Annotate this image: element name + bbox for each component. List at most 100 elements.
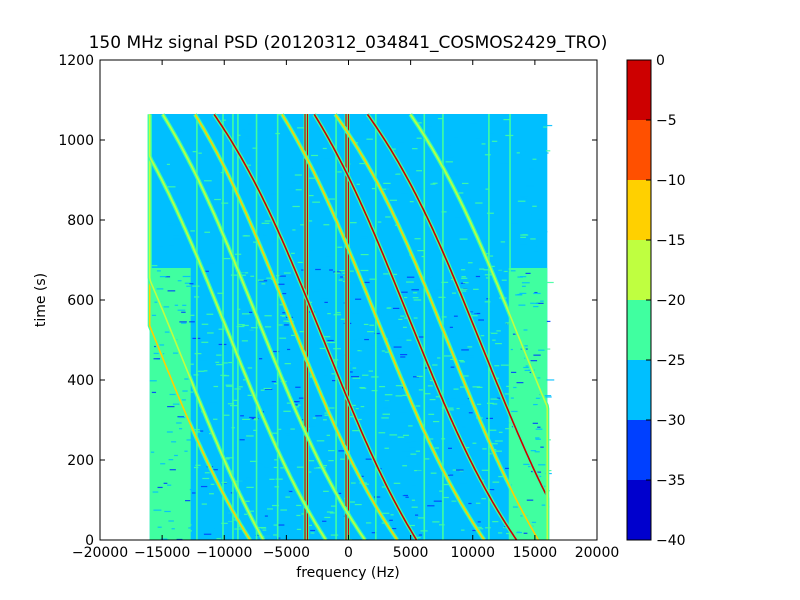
- noise-speckle: [474, 250, 481, 253]
- noise-speckle: [207, 436, 216, 438]
- noise-speckle: [184, 378, 192, 380]
- noise-speckle: [292, 181, 297, 183]
- noise-speckle: [461, 269, 466, 271]
- noise-speckle: [471, 388, 477, 390]
- noise-speckle: [417, 398, 424, 400]
- noise-speckle: [397, 436, 405, 438]
- noise-speckle: [253, 246, 258, 248]
- noise-speckle: [401, 494, 405, 496]
- noise-speckle: [171, 441, 177, 443]
- noise-speckle: [448, 407, 454, 409]
- noise-speckle: [255, 463, 263, 465]
- noise-speckle: [253, 303, 257, 305]
- noise-speckle: [533, 403, 538, 406]
- noise-speckle: [533, 250, 539, 252]
- noise-speckle: [272, 182, 278, 184]
- colorbar-tick-label: −30: [656, 413, 686, 429]
- noise-speckle: [481, 143, 486, 145]
- noise-speckle: [218, 328, 225, 330]
- noise-speckle: [361, 326, 366, 328]
- noise-speckle: [432, 521, 440, 523]
- noise-speckle: [500, 364, 509, 366]
- noise-speckle: [249, 460, 258, 462]
- noise-speckle: [423, 427, 428, 429]
- noise-speckle: [513, 287, 518, 290]
- noise-speckle: [408, 336, 416, 338]
- noise-speckle: [150, 451, 155, 453]
- noise-speckle: [535, 438, 541, 440]
- noise-speckle: [183, 485, 188, 487]
- noise-speckle: [292, 300, 297, 302]
- noise-speckle: [463, 282, 469, 284]
- noise-speckle: [534, 302, 539, 304]
- noise-speckle: [283, 320, 289, 322]
- noise-speckle: [216, 244, 225, 246]
- noise-speckle: [504, 393, 511, 395]
- noise-speckle: [175, 202, 183, 204]
- noise-speckle: [515, 472, 520, 475]
- noise-speckle: [424, 125, 432, 127]
- noise-speckle: [284, 363, 291, 365]
- noise-speckle: [461, 349, 469, 351]
- x-axis-label: frequency (Hz): [296, 565, 399, 581]
- noise-speckle: [419, 293, 426, 295]
- noise-speckle: [348, 222, 357, 224]
- noise-speckle: [359, 422, 367, 424]
- noise-speckle: [215, 425, 224, 428]
- noise-speckle: [435, 284, 442, 286]
- noise-speckle: [349, 202, 357, 204]
- noise-speckle: [295, 189, 302, 191]
- noise-speckle: [535, 377, 541, 379]
- noise-speckle: [237, 134, 241, 136]
- noise-speckle: [379, 496, 384, 498]
- noise-speckle: [500, 241, 506, 243]
- noise-speckle: [247, 328, 255, 330]
- noise-speckle: [278, 197, 283, 199]
- noise-speckle: [408, 425, 413, 427]
- noise-speckle: [503, 526, 508, 529]
- noise-speckle: [160, 223, 164, 225]
- noise-speckle: [389, 199, 397, 201]
- noise-speckle: [216, 354, 222, 356]
- noise-speckle: [248, 510, 255, 512]
- noise-speckle: [223, 257, 231, 260]
- y-axis-ticks: 0 200 400 600 800 1000 1200: [58, 53, 597, 549]
- noise-speckle: [400, 193, 408, 195]
- noise-speckle: [426, 322, 435, 324]
- noise-speckle: [286, 507, 295, 509]
- noise-speckle: [506, 532, 513, 535]
- noise-speckle: [513, 386, 517, 389]
- noise-speckle: [340, 458, 348, 460]
- noise-speckle: [392, 246, 401, 248]
- noise-speckle: [526, 185, 534, 187]
- noise-speckle: [391, 136, 398, 138]
- noise-speckle: [166, 431, 173, 433]
- noise-speckle: [452, 271, 457, 273]
- noise-speckle: [447, 155, 454, 158]
- noise-speckle: [540, 300, 544, 302]
- noise-speckle: [409, 201, 414, 203]
- noise-speckle: [472, 529, 479, 532]
- noise-speckle: [253, 419, 258, 421]
- noise-speckle: [467, 355, 475, 358]
- x-tick-label: 20000: [575, 545, 620, 561]
- noise-speckle: [473, 288, 479, 290]
- noise-speckle: [287, 189, 294, 191]
- noise-speckle: [257, 279, 264, 281]
- noise-speckle: [464, 158, 469, 160]
- noise-speckle: [179, 428, 183, 430]
- noise-speckle: [274, 521, 280, 523]
- noise-speckle: [467, 414, 474, 416]
- noise-speckle: [389, 527, 397, 530]
- noise-speckle: [399, 410, 408, 413]
- noise-speckle: [452, 452, 458, 454]
- noise-speckle: [253, 161, 257, 163]
- noise-speckle: [507, 270, 516, 272]
- noise-speckle: [167, 484, 172, 486]
- noise-speckle: [498, 532, 503, 534]
- noise-speckle: [536, 405, 541, 407]
- noise-speckle: [445, 145, 452, 147]
- noise-speckle: [320, 267, 328, 270]
- noise-speckle: [225, 384, 234, 386]
- noise-speckle: [189, 283, 194, 285]
